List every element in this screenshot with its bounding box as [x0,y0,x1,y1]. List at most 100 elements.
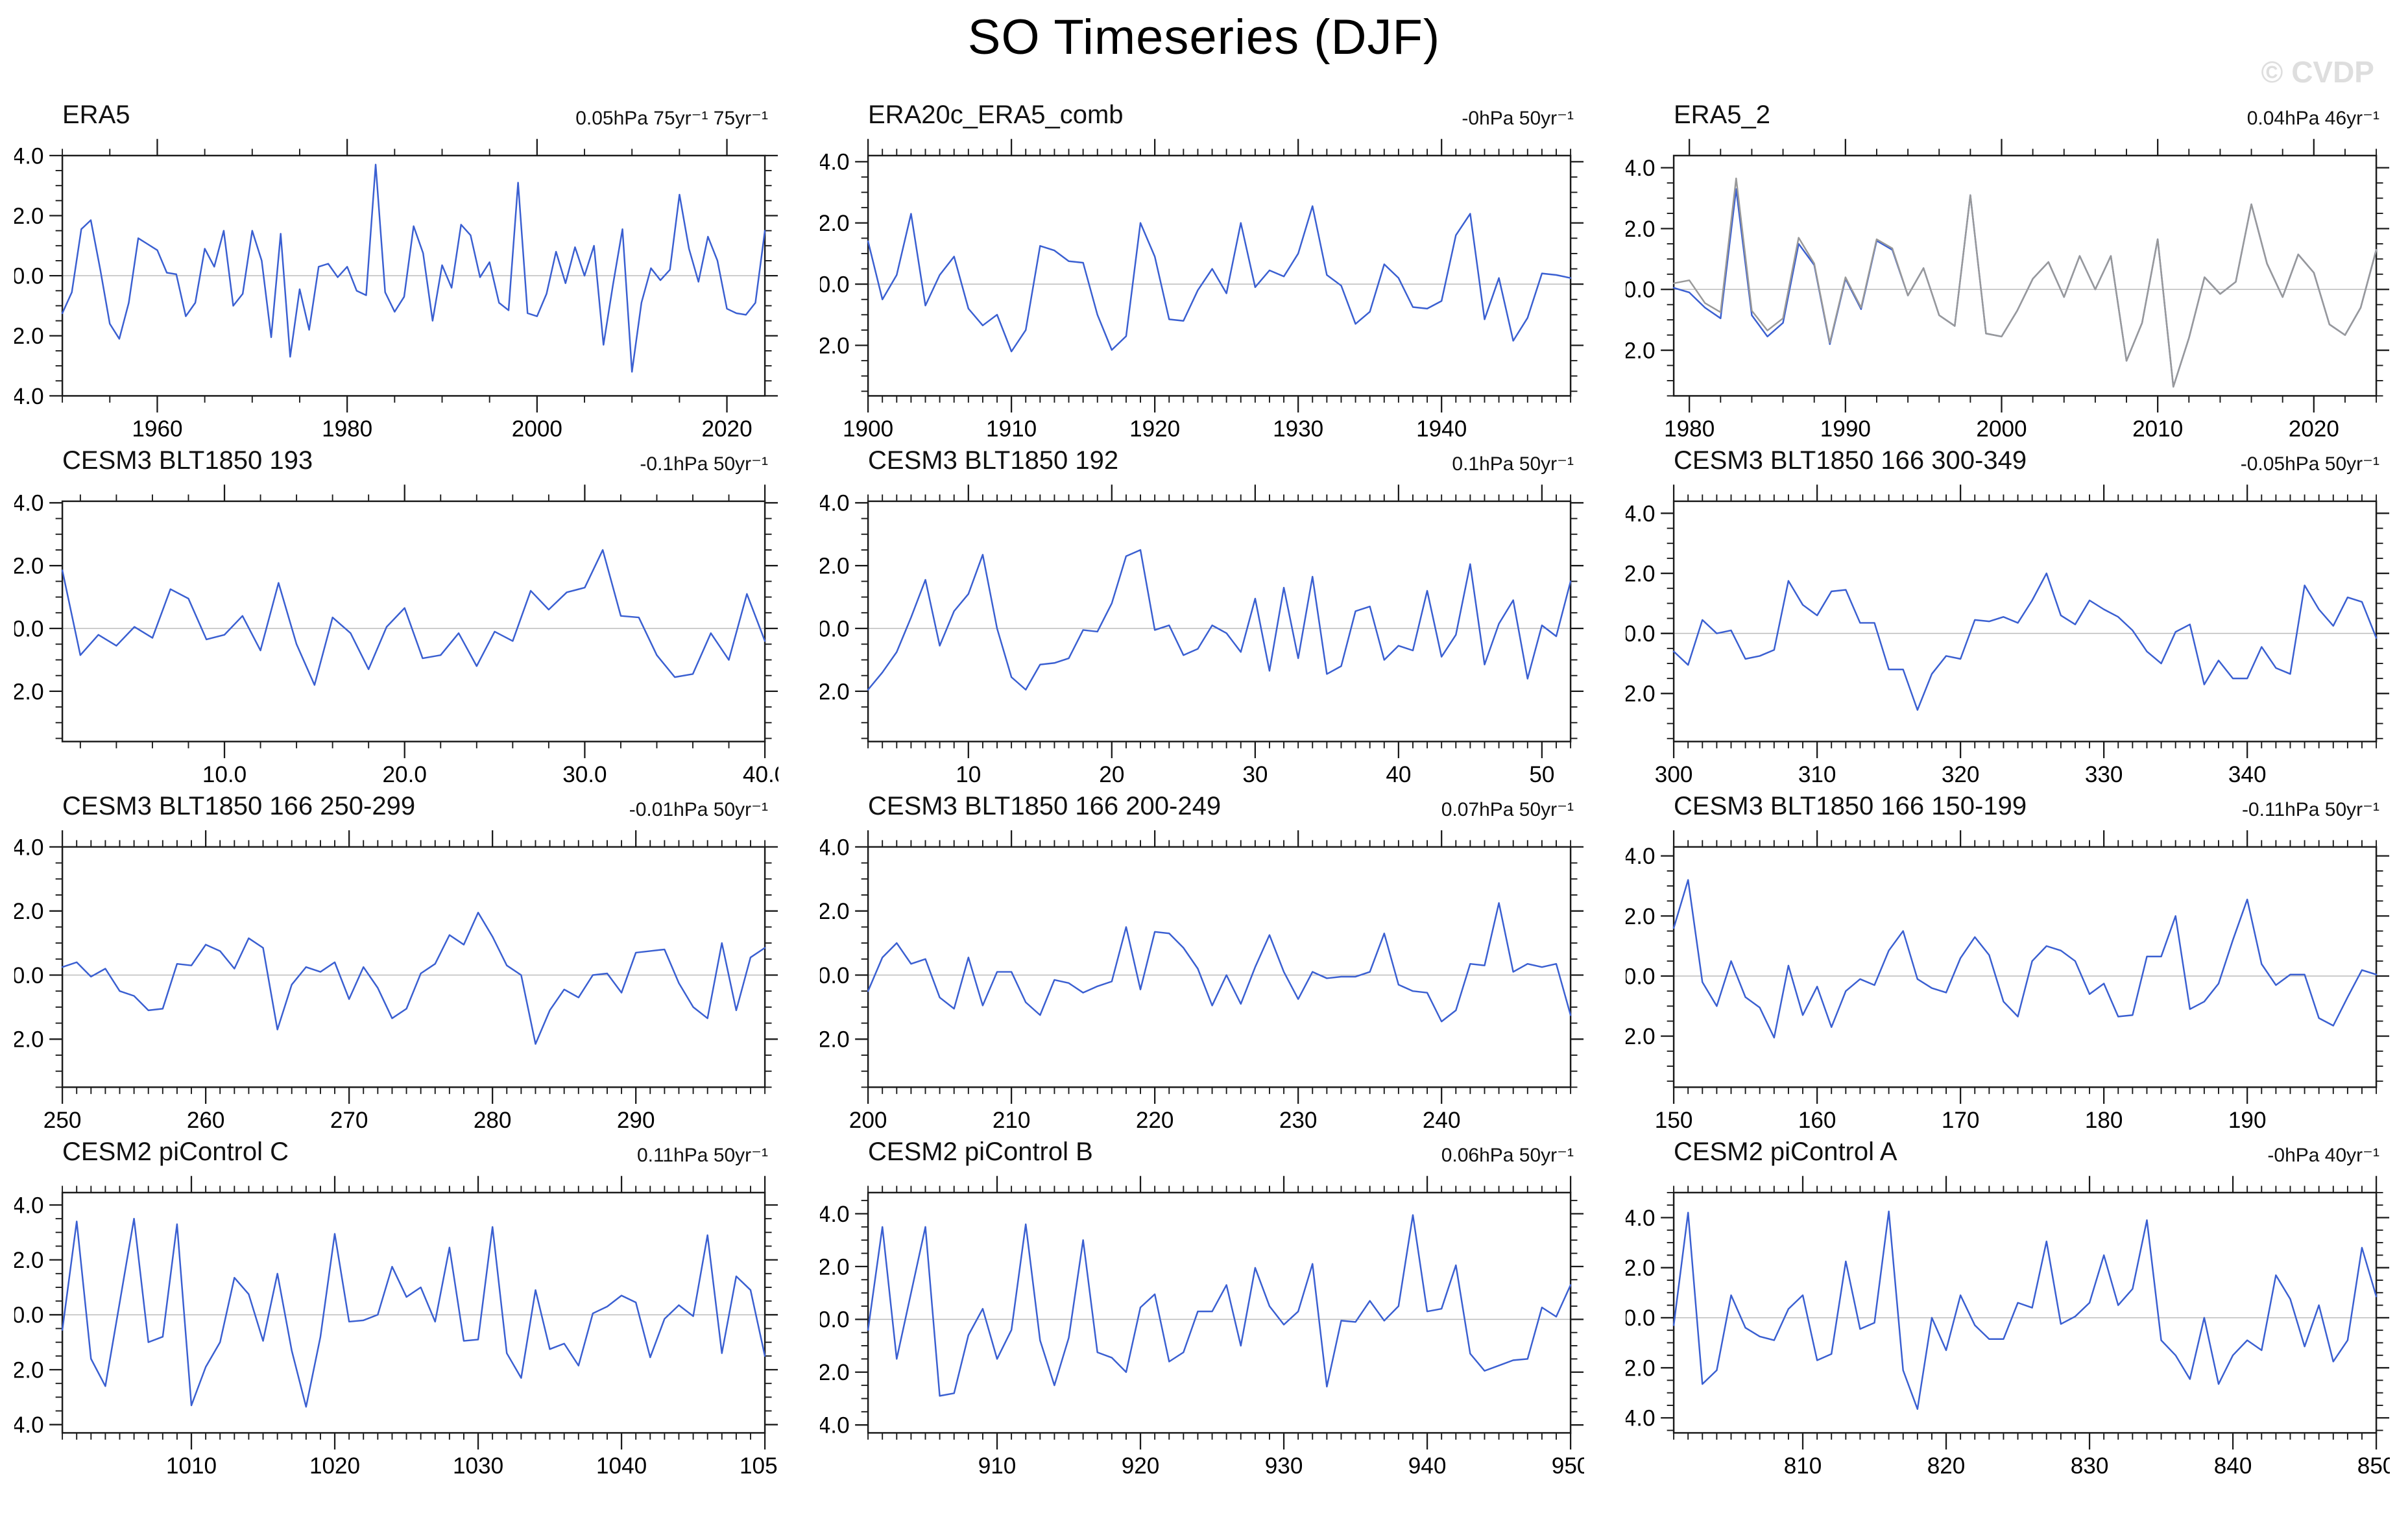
data-line-cesm3-blt1850-192 [867,549,1572,691]
y-tick-label: 4.0 [14,143,44,169]
x-tick-label: 10 [956,762,981,783]
x-tick-label: 1980 [322,416,372,438]
y-tick-label: 0.0 [1626,621,1655,647]
y-tick-label: -2.0 [820,1360,850,1385]
panel-title: CESM2 piControl B [868,1138,1093,1166]
x-tick-label: 1020 [309,1453,360,1475]
timeseries-plot: 4.0 2.0 0.0 -2.0 -4.0 810 820 830 840 850 [1626,1176,2390,1475]
data-line-cesm3-blt1850-166-250-299 [61,911,766,1045]
x-tick-label: 10.0 [202,762,247,783]
y-tick-label: -2.0 [14,324,44,349]
y-tick-label: 0.0 [820,616,850,641]
trend-annotation: -0.11hPa 50yr⁻¹ [2241,799,2379,820]
y-tick-label: 0.0 [1626,278,1655,303]
data-line-cesm3-blt1850-166-150-199 [1672,879,2378,1039]
timeseries-panel: CESM3 BLT1850 192 0.1hPa 50yr⁻¹ 4.0 2.0 0.0 -… [820,443,1584,783]
x-tick-label: 150 [1655,1108,1693,1129]
x-tick-label: 920 [1122,1453,1160,1475]
panel-header: CESM3 BLT1850 192 0.1hPa 50yr⁻¹ [820,443,1584,475]
x-tick-label: 910 [978,1453,1017,1475]
y-tick-label: -2.0 [1626,1355,1655,1381]
x-tick-label: 280 [474,1108,512,1129]
x-tick-label: 290 [617,1108,655,1129]
x-tick-label: 220 [1136,1108,1174,1129]
y-tick-label: 0.0 [820,963,850,988]
panel-header: CESM3 BLT1850 166 200-249 0.07hPa 50yr⁻¹ [820,789,1584,821]
y-tick-label: 4.0 [14,1193,44,1218]
x-tick-label: 250 [43,1108,82,1129]
data-line-cesm3-blt1850-193 [61,549,766,686]
y-tick-label: 2.0 [1626,561,1655,586]
x-tick-label: 1030 [453,1453,503,1475]
timeseries-panel: CESM3 BLT1850 166 250-299 -0.01hPa 50yr⁻¹… [14,789,778,1129]
x-tick-label: 850 [2357,1453,2390,1475]
panel-title: CESM3 BLT1850 192 [868,446,1119,475]
panel-header: CESM2 piControl C 0.11hPa 50yr⁻¹ [14,1134,778,1167]
panel-title: CESM3 BLT1850 193 [62,446,313,475]
panel-title: ERA5_2 [1674,101,1770,129]
x-tick-label: 2010 [2132,416,2183,438]
y-tick-label: 2.0 [1626,904,1655,929]
y-tick-label: 4.0 [820,150,850,175]
y-tick-label: 4.0 [14,835,44,860]
timeseries-panel: CESM3 BLT1850 166 150-199 -0.11hPa 50yr⁻¹… [1626,789,2390,1129]
x-tick-label: 20.0 [383,762,427,783]
data-line-reference [1672,177,2378,388]
x-tick-label: 190 [2228,1108,2267,1129]
timeseries-plot: 4.0 2.0 0.0 -2.0 1980 1990 2000 2010 2020 [1626,139,2390,438]
y-tick-label: 2.0 [14,204,44,229]
data-line-cesm3-blt1850-166-200-249 [867,902,1572,1023]
y-tick-label: -2.0 [820,1027,850,1053]
panel-title: ERA5 [62,101,130,129]
timeseries-plot: 4.0 2.0 0.0 -2.0 1900 1910 1920 1930 1940 [820,139,1584,438]
x-tick-label: 270 [330,1108,368,1129]
x-tick-label: 950 [1552,1453,1584,1475]
y-tick-label: 2.0 [820,554,850,579]
x-tick-label: 30 [1242,762,1268,783]
trend-annotation: 0.05hPa 75yr⁻¹ 75yr⁻¹ [575,108,768,129]
trend-annotation: -0.05hPa 50yr⁻¹ [2240,453,2379,475]
y-tick-label: -2.0 [14,1027,44,1053]
y-tick-label: -2.0 [820,333,850,359]
panel-header: CESM3 BLT1850 166 300-349 -0.05hPa 50yr⁻¹ [1626,443,2390,475]
timeseries-plot: 4.0 2.0 0.0 -2.0 250 260 270 280 290 [14,830,778,1129]
x-tick-label: 340 [2228,762,2267,783]
y-tick-label: 4.0 [820,1202,850,1227]
timeseries-plot: 4.0 2.0 0.0 -2.0 -4.0 1010 1020 1030 1040 1050 [14,1176,778,1475]
panel-title: CESM2 piControl C [62,1138,289,1166]
panel-title: CESM3 BLT1850 166 200-249 [868,792,1222,820]
panel-header: CESM3 BLT1850 166 250-299 -0.01hPa 50yr⁻¹ [14,789,778,821]
timeseries-plot: 4.0 2.0 0.0 -2.0 150 160 170 180 190 [1626,830,2390,1129]
y-tick-label: 0.0 [820,272,850,297]
x-tick-label: 1010 [166,1453,217,1475]
panel-header: CESM2 piControl A -0hPa 40yr⁻¹ [1626,1134,2390,1167]
x-tick-label: 840 [2214,1453,2252,1475]
x-tick-label: 210 [993,1108,1031,1129]
y-tick-label: 2.0 [14,1248,44,1273]
trend-annotation: 0.04hPa 46yr⁻¹ [2246,108,2379,129]
y-tick-label: -2.0 [1626,338,1655,363]
y-tick-label: 4.0 [14,491,44,516]
data-line-cesm2-picontrol-b [867,1214,1572,1397]
y-tick-label: 4.0 [820,491,850,516]
x-tick-label: 810 [1784,1453,1822,1475]
data-line-cesm2-picontrol-a [1672,1210,2378,1410]
x-tick-label: 170 [1942,1108,1980,1129]
panel-title: CESM3 BLT1850 166 250-299 [62,792,416,820]
y-tick-label: -4.0 [1626,1406,1655,1431]
y-tick-label: 4.0 [1626,844,1655,869]
panel-title: CESM3 BLT1850 166 150-199 [1674,792,2027,820]
timeseries-panel: CESM3 BLT1850 166 300-349 -0.05hPa 50yr⁻¹… [1626,443,2390,783]
timeseries-panel: ERA5 0.05hPa 75yr⁻¹ 75yr⁻¹ 4.0 2.0 0.0 -2.0 -4… [14,97,778,438]
trend-annotation: -0hPa 40yr⁻¹ [2267,1145,2379,1166]
panel-header: ERA5 0.05hPa 75yr⁻¹ 75yr⁻¹ [14,97,778,130]
x-tick-label: 200 [849,1108,887,1129]
y-tick-label: -2.0 [1626,1024,1655,1049]
y-tick-label: 0.0 [14,264,44,289]
y-tick-label: 2.0 [820,899,850,924]
x-tick-label: 1050 [740,1453,778,1475]
y-tick-label: 4.0 [820,835,850,860]
y-tick-label: -2.0 [1626,682,1655,707]
y-tick-label: -2.0 [14,679,44,704]
panel-title: ERA20c_ERA5_comb [868,101,1124,129]
